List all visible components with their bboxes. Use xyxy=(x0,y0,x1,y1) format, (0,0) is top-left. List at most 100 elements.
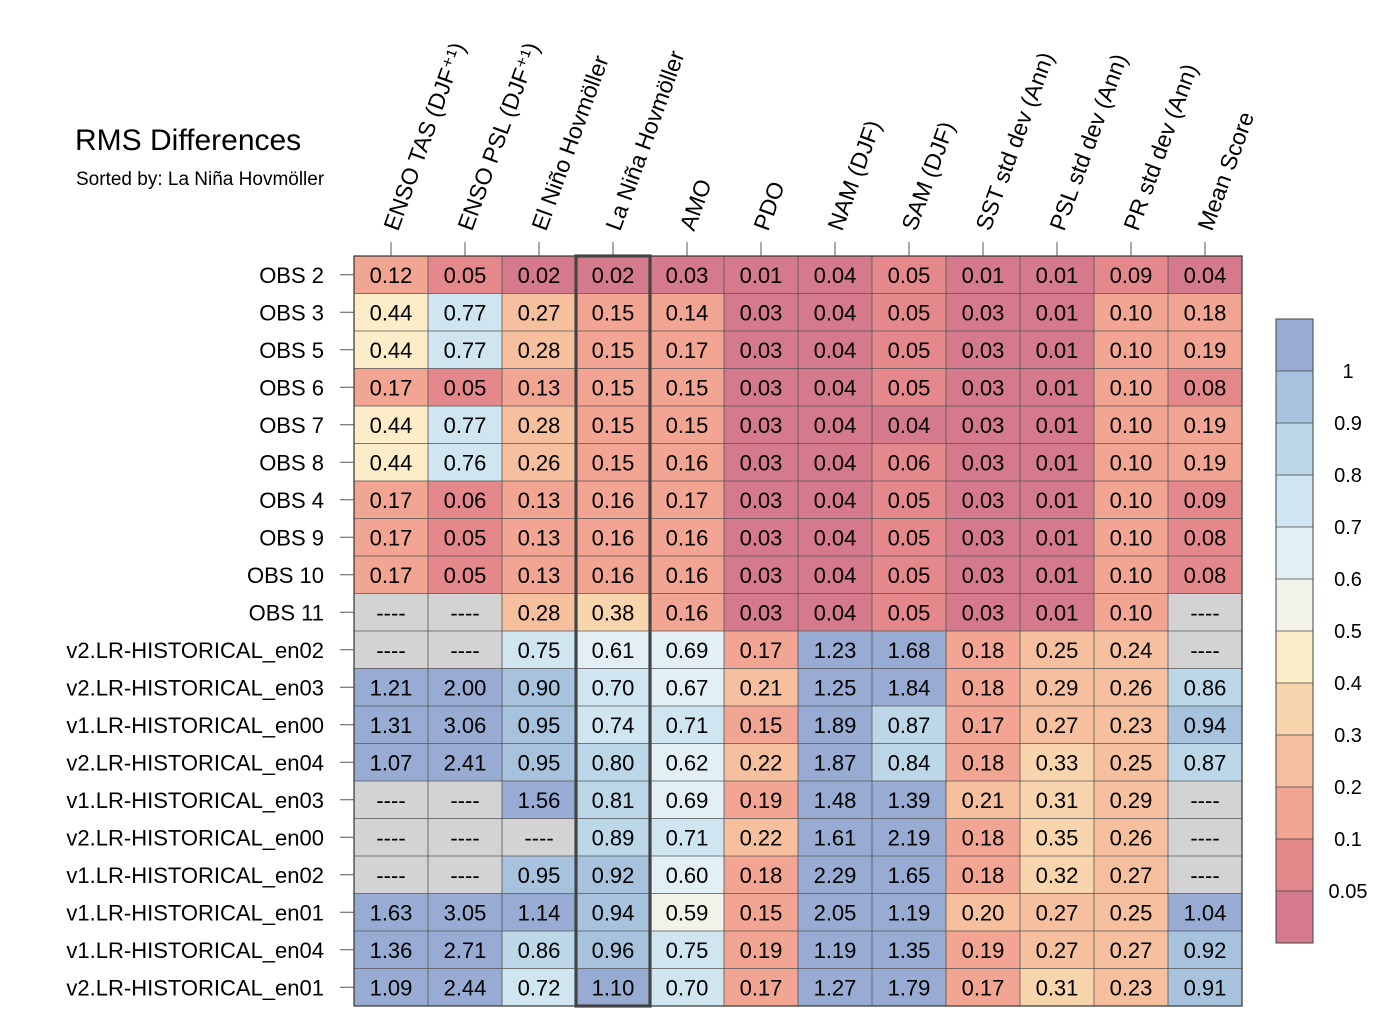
heatmap-cell xyxy=(724,893,798,931)
heatmap-cell xyxy=(798,706,872,744)
cell-value: 0.23 xyxy=(1110,713,1153,738)
heatmap-cell xyxy=(946,668,1020,706)
cell-value: 0.01 xyxy=(1036,488,1079,513)
cell-value: ---- xyxy=(376,638,405,663)
cell-value: 0.28 xyxy=(518,600,561,625)
cell-value: 0.16 xyxy=(592,488,635,513)
heatmap-cell xyxy=(1168,818,1242,856)
cell-value: 0.14 xyxy=(666,300,709,325)
row-label: OBS 11 xyxy=(249,600,324,625)
cell-value: 0.06 xyxy=(444,488,487,513)
colorbar-swatch xyxy=(1276,527,1313,579)
heatmap-cell xyxy=(724,743,798,781)
heatmap-cell xyxy=(576,368,650,406)
cell-value: ---- xyxy=(1190,788,1219,813)
heatmap-cell xyxy=(1094,518,1168,556)
heatmap-cell xyxy=(354,593,428,631)
cell-value: 0.15 xyxy=(666,375,709,400)
heatmap-cell xyxy=(650,931,724,969)
cell-value: 0.18 xyxy=(962,750,1005,775)
cell-value: 0.09 xyxy=(1184,488,1227,513)
cell-value: 0.91 xyxy=(1184,975,1227,1000)
cell-value: 0.16 xyxy=(666,525,709,550)
heatmap-cell xyxy=(1168,668,1242,706)
colorbar-tick-label: 0.3 xyxy=(1334,725,1362,747)
heatmap-cell xyxy=(872,856,946,894)
cell-value: 0.32 xyxy=(1036,863,1079,888)
cell-value: 0.92 xyxy=(592,863,635,888)
column-label: ENSO TAS (DJF⁺¹) xyxy=(378,39,470,234)
colorbar-border xyxy=(1275,318,1314,944)
heatmap-cell xyxy=(1020,631,1094,669)
cell-value: 0.35 xyxy=(1036,825,1079,850)
cell-value: 0.05 xyxy=(888,525,931,550)
cell-value: 0.03 xyxy=(740,525,783,550)
cell-value: 0.05 xyxy=(444,525,487,550)
heatmap-cell xyxy=(798,406,872,444)
heatmap-cell xyxy=(1168,893,1242,931)
heatmap-cell xyxy=(946,443,1020,481)
row-label: OBS 5 xyxy=(259,338,324,363)
heatmap-cell xyxy=(650,256,724,294)
cell-value: 0.70 xyxy=(592,675,635,700)
column-label: AMO xyxy=(674,176,716,234)
heatmap-cell xyxy=(1094,293,1168,331)
heatmap-cell xyxy=(428,443,502,481)
cell-value: 0.03 xyxy=(962,450,1005,475)
heatmap-cell xyxy=(724,293,798,331)
heatmap-cell xyxy=(502,743,576,781)
cell-value: 0.26 xyxy=(1110,675,1153,700)
colorbar-swatch xyxy=(1276,839,1313,891)
cell-value: 0.26 xyxy=(518,450,561,475)
cell-value: 0.12 xyxy=(370,263,413,288)
cell-value: 0.10 xyxy=(1110,300,1153,325)
heatmap-cell xyxy=(1168,931,1242,969)
heatmap-cell xyxy=(1168,706,1242,744)
cell-value: 0.05 xyxy=(888,563,931,588)
heatmap-cell xyxy=(428,668,502,706)
cell-value: 0.16 xyxy=(666,600,709,625)
row-label: OBS 6 xyxy=(259,375,324,400)
cell-value: 3.05 xyxy=(444,900,487,925)
cell-value: 1.04 xyxy=(1184,900,1227,925)
heatmap-cell xyxy=(354,931,428,969)
heatmap-cell xyxy=(502,518,576,556)
heatmap-cell xyxy=(650,968,724,1006)
chart-subtitle: Sorted by: La Niña Hovmöller xyxy=(76,169,325,190)
heatmap-cell xyxy=(724,668,798,706)
heatmap-cells xyxy=(354,256,1242,1006)
row-label: OBS 7 xyxy=(259,413,324,438)
cell-value: 0.25 xyxy=(1110,900,1153,925)
heatmap-cell xyxy=(798,593,872,631)
cell-value: 2.71 xyxy=(444,938,487,963)
cell-value: 0.59 xyxy=(666,900,709,925)
cell-value: 0.67 xyxy=(666,675,709,700)
heatmap-cell xyxy=(1020,668,1094,706)
heatmap-cell xyxy=(354,743,428,781)
heatmap-cell xyxy=(724,518,798,556)
heatmap-cell xyxy=(1168,406,1242,444)
cell-value: 1.35 xyxy=(888,938,931,963)
heatmap-cell xyxy=(502,368,576,406)
cell-value: ---- xyxy=(1190,863,1219,888)
row-label: v2.LR-HISTORICAL_en00 xyxy=(66,825,324,850)
heatmap-cell xyxy=(1020,818,1094,856)
cell-value: 0.01 xyxy=(1036,563,1079,588)
cell-value: ---- xyxy=(450,863,479,888)
cell-value: 0.27 xyxy=(1036,713,1079,738)
cell-value: 0.01 xyxy=(1036,263,1079,288)
cell-value: ---- xyxy=(376,788,405,813)
cell-value: 1.36 xyxy=(370,938,413,963)
colorbar-tick-label: 0.9 xyxy=(1334,413,1362,435)
heatmap-cell xyxy=(576,293,650,331)
heatmap-cell xyxy=(724,443,798,481)
heatmap-cell xyxy=(798,368,872,406)
cell-value: 0.44 xyxy=(370,413,413,438)
cell-value: 0.22 xyxy=(740,750,783,775)
heatmap-cell xyxy=(798,818,872,856)
heatmap-cell xyxy=(1020,893,1094,931)
heatmap-cell xyxy=(650,818,724,856)
cell-value: 0.01 xyxy=(1036,413,1079,438)
cell-value: 0.05 xyxy=(888,338,931,363)
